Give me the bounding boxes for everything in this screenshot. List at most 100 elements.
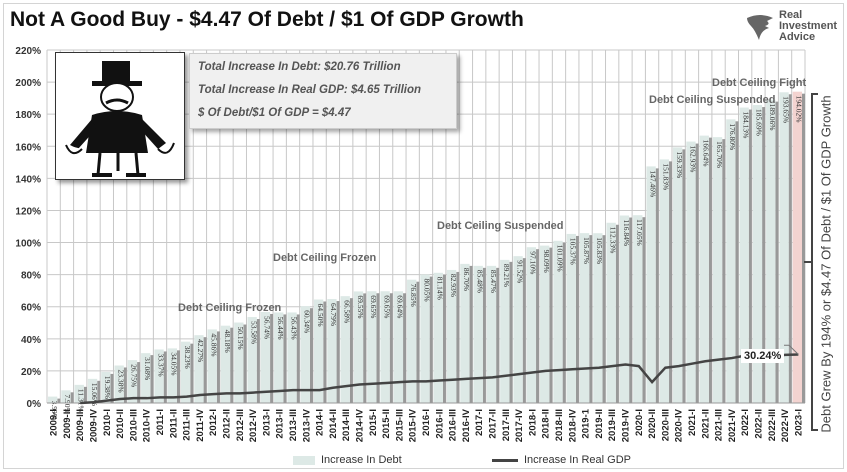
bar-shadow — [682, 149, 686, 403]
bar-data-label: 189.06% — [768, 104, 777, 131]
bar-shadow — [323, 301, 327, 403]
x-tick-label: 2022-IV — [780, 408, 791, 442]
debt-bar — [167, 348, 177, 403]
annotation-debt-ceiling-fight: Debt Ceiling Fight — [712, 77, 807, 89]
bar-shadow — [57, 398, 61, 403]
side-annotation: Debt Grew By 194% or $4.47 Of Debt / $1 … — [818, 95, 834, 433]
x-tick-label: 2013-II — [275, 409, 286, 439]
x-tick-label: 2012-III — [235, 409, 246, 441]
x-tick-label: 2017-II — [487, 409, 498, 439]
bar-data-label: 97.10% — [529, 251, 538, 274]
bar-shadow — [669, 161, 673, 403]
annotation-debt-ceiling-suspended-2: Debt Ceiling Suspended — [649, 94, 776, 106]
bar-data-label: 11.31% — [77, 389, 86, 412]
bar-shadow — [203, 337, 207, 403]
legend-label-gdp: Increase In Real GDP — [524, 454, 631, 466]
y-tick-label: 40% — [21, 335, 41, 346]
bar-data-label: 56.74% — [263, 316, 272, 339]
bar-shadow — [349, 298, 353, 403]
bar-data-label: 151.83% — [662, 163, 671, 190]
debt-bar — [526, 247, 537, 403]
debt-bar — [340, 296, 350, 403]
debt-bar — [486, 265, 497, 403]
x-tick-label: 2010-II — [115, 409, 126, 439]
bar-shadow — [110, 373, 114, 403]
bar-shadow — [549, 247, 553, 403]
debt-bar — [101, 371, 111, 403]
bar-data-label: 60.34% — [303, 310, 312, 333]
bar-shadow — [123, 367, 127, 403]
debt-bar — [260, 311, 271, 403]
debt-bar — [460, 263, 470, 403]
legend-swatch-debt — [293, 455, 315, 465]
bar-data-label: 69.55% — [356, 295, 365, 318]
debt-bar — [327, 299, 337, 403]
x-tick-label: 2018-IV — [567, 408, 578, 442]
bar-data-label: 184.13% — [741, 112, 750, 139]
x-tick-label: 2019-1 — [581, 408, 592, 438]
debt-bar — [74, 384, 84, 403]
x-tick-label: 2009-III — [75, 409, 86, 441]
x-tick-label: 2017-III — [501, 409, 512, 441]
x-tick-label: 2020-IV — [674, 408, 685, 442]
logo: Real Investment Advice — [745, 10, 837, 43]
debt-bar — [500, 259, 510, 403]
debt-bar — [739, 107, 749, 403]
x-tick-label: 2019-III — [607, 409, 618, 441]
debt-bar — [446, 269, 457, 403]
bar-shadow — [429, 276, 433, 403]
bar-data-label: 165.70% — [715, 141, 724, 168]
bar-data-label: 91.52% — [515, 260, 524, 283]
debt-bar — [473, 265, 483, 403]
x-tick-label: 2016-II — [434, 409, 445, 439]
bar-data-label: 53.58% — [249, 321, 258, 344]
debt-bar — [619, 215, 630, 403]
bar-data-label: 3.99% — [50, 401, 59, 420]
debt-bar — [420, 274, 430, 403]
x-tick-label: 2013-III — [288, 409, 299, 441]
chart-title: Not A Good Buy - $4.47 Of Debt / $1 Of G… — [10, 8, 524, 31]
debt-bar — [593, 233, 603, 403]
debt-bar — [194, 335, 204, 403]
debt-bar — [726, 119, 736, 404]
bar-shadow — [83, 386, 87, 403]
debt-bar — [247, 317, 257, 403]
x-tick-label: 2009-II — [62, 409, 73, 439]
debt-bar — [606, 222, 616, 403]
bar-shadow — [788, 94, 792, 403]
x-tick-label: 2020-I — [634, 409, 645, 436]
bar-data-label: 56.43% — [289, 316, 298, 339]
bar-shadow — [176, 350, 180, 403]
bar-shadow — [97, 380, 101, 403]
bar-shadow — [509, 261, 513, 403]
bar-data-label: 23.38% — [116, 369, 125, 392]
legend-gdp: Increase In Real GDP — [492, 454, 631, 466]
bar-data-label: 38.23% — [183, 346, 192, 369]
bar-data-label: 81.14% — [436, 277, 445, 300]
bar-data-label: 193.65% — [781, 96, 790, 123]
gdp-callout-label: 30.24% — [741, 349, 785, 363]
monopoly-man-image — [55, 52, 185, 180]
debt-bar — [220, 325, 231, 403]
bar-data-label: 48.18% — [223, 330, 232, 353]
bar-data-label: 34.05% — [170, 352, 179, 375]
debt-bar — [407, 279, 417, 403]
bar-shadow — [230, 327, 234, 403]
y-tick-label: 120% — [15, 206, 41, 217]
stats-box: Total Increase In Debt: $20.76 Trillion … — [189, 53, 457, 129]
x-tick-label: 2021-II — [700, 409, 711, 439]
x-tick-label: 2013-I — [261, 409, 272, 436]
debt-bar — [393, 291, 404, 403]
x-tick-label: 2022-II — [753, 409, 764, 439]
debt-bar — [712, 137, 723, 403]
bar-shadow — [722, 139, 726, 403]
debt-bar — [380, 291, 390, 403]
side-bracket — [804, 93, 818, 431]
bar-shadow — [376, 293, 380, 403]
bar-data-label: 116.84% — [622, 220, 631, 247]
x-tick-label: 2014-I — [315, 409, 326, 436]
logo-text-3: Advice — [779, 31, 816, 43]
bar-shadow — [708, 137, 712, 404]
bar-data-label: 33.37% — [156, 353, 165, 376]
bar-shadow — [283, 314, 287, 403]
